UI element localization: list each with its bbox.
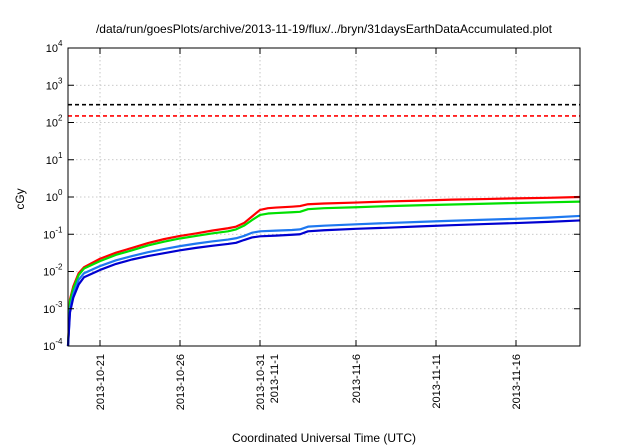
- x-axis-label: Coordinated Universal Time (UTC): [232, 431, 416, 445]
- y-tick-label: 103: [46, 76, 63, 92]
- x-tick-label: 2013-11-16: [511, 354, 523, 409]
- series-line: [66, 219, 581, 347]
- y-tick-label: 10-1: [43, 225, 63, 241]
- series-line: [66, 200, 581, 347]
- x-tick-label: 2013-11-1: [269, 354, 281, 403]
- x-axis: 2013-10-21 2013-10-26 2013-10-31 2013-11-1 2…: [95, 48, 523, 410]
- grid-layer: [68, 48, 580, 346]
- y-tick-label: 100: [46, 188, 63, 204]
- x-tick-label: 2013-10-31: [255, 354, 267, 410]
- y-tick-label: 10-4: [43, 337, 63, 353]
- y-tick-label: 10-2: [43, 263, 63, 279]
- reference-lines: [68, 103, 580, 117]
- chart-title: /data/run/goesPlots/archive/2013-11-19/f…: [96, 22, 553, 36]
- x-tick-label: 2013-10-26: [175, 354, 187, 410]
- y-tick-label: 102: [46, 114, 63, 130]
- y-tick-label: 10-3: [43, 300, 63, 316]
- series-line: [66, 195, 581, 347]
- y-axis-label: cGy: [13, 188, 27, 209]
- y-tick-label: 104: [46, 39, 63, 55]
- y-tick-label: 101: [46, 151, 63, 167]
- x-tick-label: 2013-11-6: [351, 354, 363, 403]
- series-layer: [66, 195, 581, 347]
- series-line: [66, 214, 581, 347]
- x-tick-label: 2013-10-21: [95, 354, 107, 410]
- y-axis: 10-4 10-3 10-2 10-1 100 101 102 103 104: [43, 39, 580, 353]
- x-tick-label: 2013-11-11: [431, 354, 443, 409]
